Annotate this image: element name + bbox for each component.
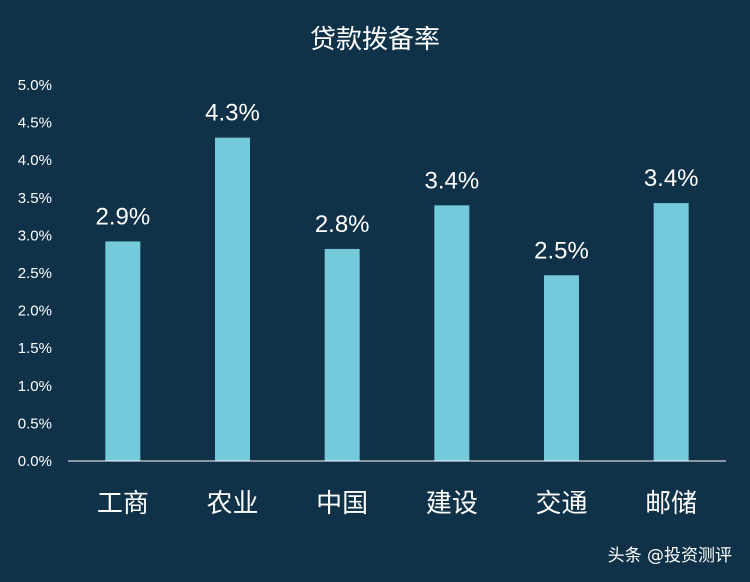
data-label: 4.3% [205,100,260,127]
data-label: 3.4% [424,167,479,194]
bar [653,203,689,461]
y-tick-label: 2.5% [18,265,52,282]
data-label: 3.4% [644,165,699,192]
y-axis: 0.0% 0.5% 1.0% 1.5% 2.0% 2.5% 3.0% 3.5% 4.0% 4.5%… [18,77,52,470]
x-tick-label: 农业 [206,489,258,519]
y-tick-label: 0.5% [18,415,52,432]
y-tick-label: 3.0% [18,227,52,244]
y-tick-label: 1.0% [18,378,52,395]
x-tick-label: 邮储 [645,489,697,519]
x-axis: 工商 农业 中国 建设 交通 邮储 [68,460,726,519]
bar [324,248,360,461]
x-tick-label: 工商 [97,489,149,519]
y-tick-label: 4.5% [18,115,52,132]
x-tick-label: 交通 [535,489,587,519]
y-tick-label: 5.0% [18,77,52,94]
y-tick-label: 1.5% [18,340,52,357]
data-label: 2.5% [534,237,589,264]
y-tick-label: 4.0% [18,152,52,169]
x-tick-label: 中国 [316,489,368,519]
y-tick-label: 2.0% [18,303,52,320]
chart-title: 贷款拨备率 [310,25,440,55]
bar [544,275,579,461]
y-tick-label: 3.5% [18,190,52,207]
watermark: 头条 @投资测评 [607,546,732,566]
bar [215,137,250,461]
bar [434,205,470,461]
y-tick-label: 0.0% [18,453,52,470]
x-tick-label: 建设 [426,489,478,519]
bars: 2.9% 4.3% 2.8% 3.4% 2.5% 3.4% [95,100,699,461]
data-label: 2.8% [315,211,370,238]
bar [105,241,141,461]
data-label: 2.9% [95,203,150,230]
